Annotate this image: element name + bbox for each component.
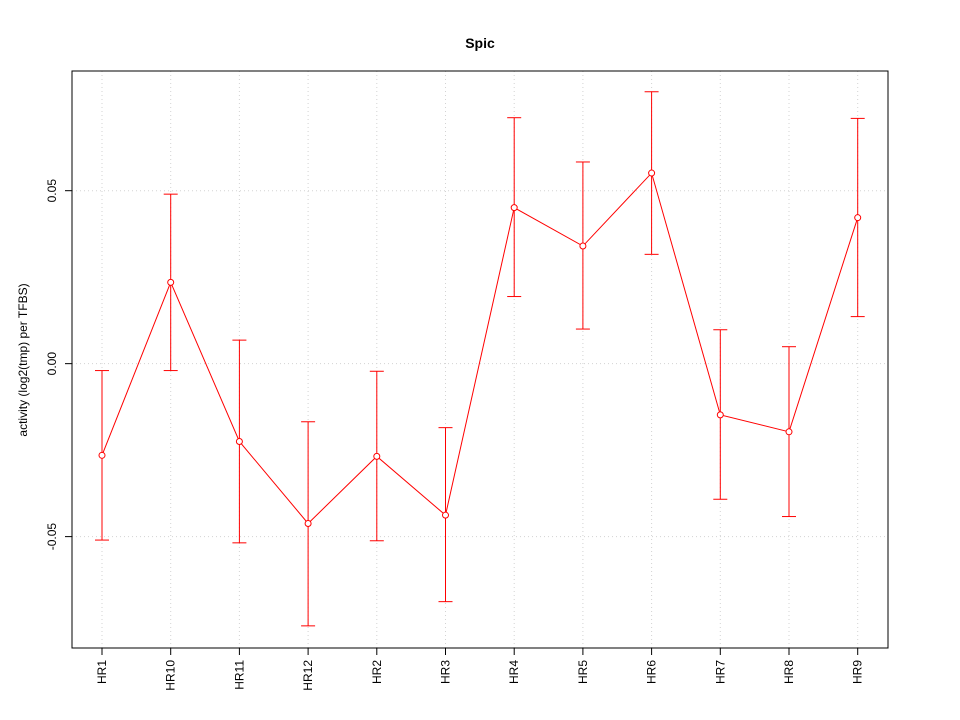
x-tick-label: HR3 [439, 660, 453, 684]
data-point [98, 451, 106, 459]
x-tick-label: HR9 [851, 660, 865, 684]
data-point [510, 204, 518, 212]
x-tick-label: HR1 [95, 660, 109, 684]
data-point [373, 452, 381, 460]
x-tick-label: HR2 [370, 660, 384, 684]
data-points [98, 169, 862, 527]
data-point [579, 242, 587, 250]
x-tick-label: HR7 [713, 660, 727, 684]
data-point [167, 278, 175, 286]
y-tick-label: 0.05 [45, 179, 59, 203]
y-axis-title: activity (log2(tmp) per TFBS) [16, 283, 30, 436]
y-tick-label: 0.00 [45, 352, 59, 376]
data-point [716, 411, 724, 419]
x-tick-label: HR6 [645, 660, 659, 684]
data-point [854, 214, 862, 222]
series-path [101, 172, 859, 525]
x-tick-label: HR8 [782, 660, 796, 684]
chart-title: Spic [465, 35, 495, 51]
x-tick-label: HR12 [301, 660, 315, 691]
series-line [101, 172, 859, 525]
axes: HR1 HR10 HR11 HR12 HR2 HR3 HR4 HR5 HR6 HR7 HR8 HR9 -… [45, 179, 865, 691]
data-point [442, 511, 449, 519]
x-tick-label: HR4 [507, 660, 521, 684]
x-tick-label: HR10 [164, 660, 178, 691]
data-point [235, 437, 243, 445]
data-point [785, 428, 793, 436]
data-point [304, 519, 312, 527]
x-tick-label: HR5 [576, 660, 590, 684]
error-bars [95, 91, 865, 627]
x-tick-label: HR11 [232, 660, 246, 690]
data-point [648, 169, 656, 177]
y-tick-label: -0.05 [45, 523, 59, 551]
